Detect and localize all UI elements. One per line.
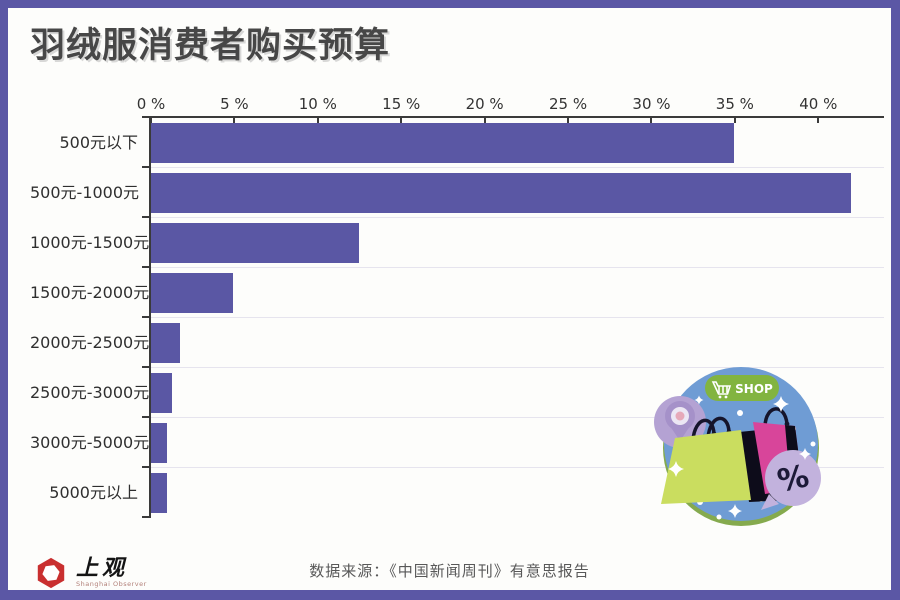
bar: [150, 173, 851, 213]
bag-handles: [691, 407, 789, 441]
bar: [150, 373, 172, 413]
category-label: 1000元-1500元: [30, 233, 150, 252]
cart-icon: [711, 381, 732, 395]
x-tick-label: 35 %: [715, 95, 754, 113]
bar-track: [150, 318, 884, 368]
data-source-note: 数据来源：《中国新闻周刊》有意思报告: [309, 562, 590, 580]
shopping-illustration-graphic: SHOP %: [654, 367, 821, 526]
bar-row: 3000元-5000元: [30, 418, 884, 468]
x-tick-label: 25 %: [548, 95, 588, 113]
bar: [150, 123, 734, 163]
x-axis-tick: 0 %: [137, 95, 165, 123]
x-axis-line: 0 % 5 % 10 % 15 % 20 % 25 % 30 % 35 % 40…: [137, 95, 884, 123]
bar-track: [150, 168, 884, 218]
x-axis-tick: 5 %: [220, 95, 249, 123]
bar-track: [150, 118, 884, 168]
bar: [150, 473, 167, 513]
bar-row: 2500元-3000元: [30, 368, 884, 418]
bar-track: [150, 218, 884, 268]
category-label: 500元以下: [59, 133, 138, 152]
y-axis-line: [148, 116, 151, 518]
y-axis-ticks: [142, 116, 149, 518]
category-label: 1500元-2000元: [30, 283, 150, 302]
x-axis-tick: 25 %: [549, 95, 587, 123]
bar-row: 2000元-2500元: [30, 318, 884, 368]
x-tick-label: 15 %: [382, 95, 421, 113]
category-label: 5000元以上: [49, 483, 138, 502]
percent-label: %: [774, 458, 812, 500]
bar: [150, 273, 234, 313]
budget-bar-chart: 0 % 5 % 10 % 15 % 20 % 25 % 30 % 35 % 40…: [30, 95, 884, 518]
bar-row: 5000元以上: [30, 468, 884, 518]
bar-row: 1000元-1500元: [30, 218, 884, 268]
x-axis-tick: 20 %: [466, 95, 504, 123]
publisher-logo: 上观 Shanghai Observer: [34, 556, 147, 590]
bar-row: 1500元-2000元: [30, 268, 884, 318]
shanghai-observer-logo-icon: [37, 557, 65, 589]
bar-rows: 500元以下 500元-1000元 1000元-1500元 1500元-2000…: [30, 118, 884, 518]
x-tick-label: 30 %: [632, 95, 671, 113]
sparkle-stars: [668, 395, 811, 518]
category-label: 2000元-2500元: [30, 333, 150, 352]
x-axis-tick: 35 %: [716, 95, 754, 123]
shop-banner: SHOP: [705, 375, 779, 401]
x-tick-label: 40 %: [799, 95, 838, 113]
x-axis-tick: 40 %: [799, 95, 837, 123]
category-label: 3000元-5000元: [30, 433, 150, 452]
percent-badge: %: [761, 450, 821, 510]
x-tick-label: 0 %: [136, 95, 166, 113]
x-tick-label: 10 %: [298, 95, 337, 113]
bar-row: 500元以下: [30, 118, 884, 168]
shopping-illustration: SHOP %: [653, 366, 828, 531]
page-title: 羽绒服消费者购买预算: [30, 26, 391, 66]
bar: [150, 423, 167, 463]
logo-title: 上观: [76, 555, 129, 581]
bar-track: [150, 418, 884, 468]
x-axis-tick: 10 %: [299, 95, 337, 123]
x-tick-label: 20 %: [465, 95, 504, 113]
x-tick-label: 5 %: [220, 95, 249, 113]
lime-bag: [661, 430, 751, 504]
bar-row: 500元-1000元: [30, 168, 884, 218]
category-label: 500元-1000元: [30, 183, 140, 202]
category-label: 2500元-3000元: [30, 383, 150, 402]
bar-track: [150, 368, 884, 418]
bar-track: [150, 468, 884, 518]
x-axis-tick: 30 %: [632, 95, 671, 123]
logo-subtitle: Shanghai Observer: [76, 580, 147, 588]
bar: [150, 323, 181, 363]
bar-track: [150, 268, 884, 318]
bar: [150, 223, 359, 263]
shop-label: SHOP: [735, 382, 773, 396]
x-axis-tick: 15 %: [382, 95, 420, 123]
